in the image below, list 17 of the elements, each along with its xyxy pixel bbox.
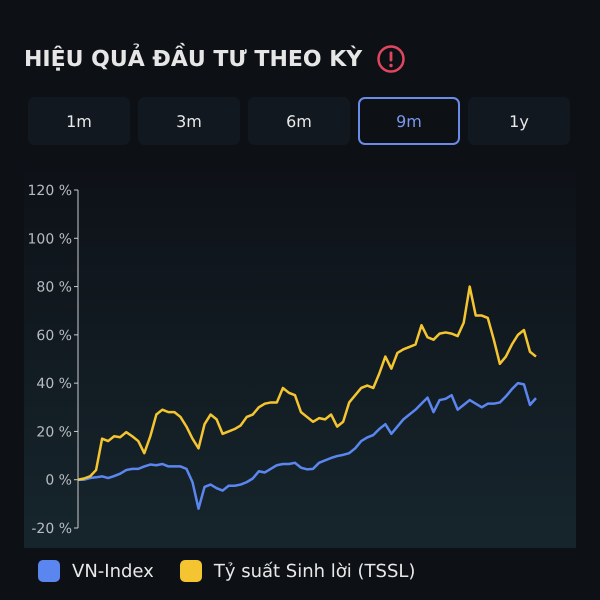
y-tick-label: 120 % bbox=[28, 182, 72, 199]
y-tick-label: 80 % bbox=[36, 280, 72, 296]
period-button: 6m bbox=[248, 97, 350, 145]
legend-label: Tỷ suất Sinh lời (TSSL) bbox=[214, 560, 416, 582]
y-tick-label: 20 % bbox=[36, 424, 72, 440]
period-button: 1m bbox=[28, 97, 130, 145]
y-tick-label: 60 % bbox=[36, 328, 72, 344]
period-button: 9m bbox=[358, 97, 460, 145]
y-tick-label: 0 % bbox=[45, 472, 72, 489]
y-tick-label: 40 % bbox=[36, 376, 72, 392]
period-button: 1y bbox=[468, 97, 570, 145]
period-button: 3m bbox=[138, 97, 240, 145]
y-tick-label: 100 % bbox=[28, 231, 72, 248]
line-series bbox=[76, 285, 538, 481]
line-series bbox=[76, 382, 538, 510]
y-tick-label: -20 % bbox=[31, 520, 72, 537]
legend-label: VN-Index bbox=[72, 560, 154, 582]
